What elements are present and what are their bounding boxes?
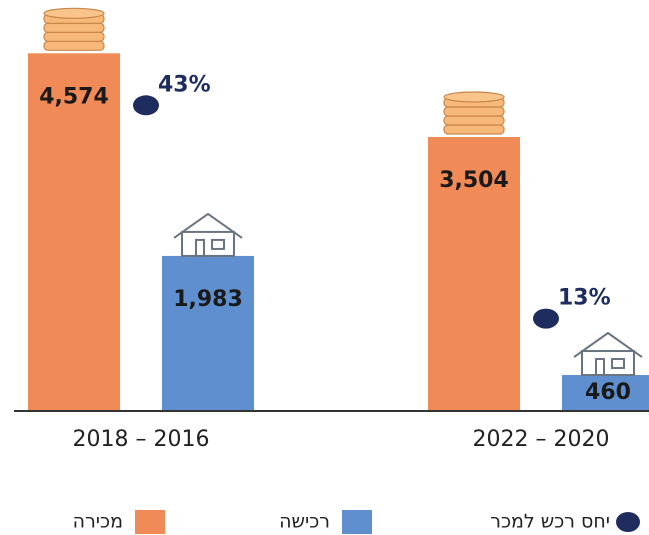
value-label: 3,504: [439, 168, 509, 193]
coin-top: [43, 7, 105, 19]
legend-marker: [616, 512, 640, 532]
house-window: [211, 238, 225, 250]
value-label: 460: [585, 380, 631, 405]
bar: [162, 255, 254, 411]
legend-marker: [342, 510, 372, 534]
coin: [443, 106, 505, 117]
bar: [28, 53, 120, 411]
legend-label: רכישה: [279, 511, 330, 533]
coin-icon: [443, 91, 505, 135]
coin-icon: [43, 7, 105, 51]
legend-label: יחס רכש למכר: [490, 511, 610, 533]
ratio-dot: [133, 95, 159, 116]
value-label: 1,983: [173, 287, 243, 312]
bar: [562, 375, 649, 411]
house-door: [195, 238, 205, 257]
ratio-label: 43%: [158, 72, 211, 97]
coin: [443, 124, 505, 135]
coin: [43, 31, 105, 42]
house-window: [611, 358, 625, 370]
x-tick-label: 2018 – 2016: [73, 427, 210, 452]
coin-top: [443, 91, 505, 103]
house-body: [181, 230, 235, 257]
coin: [443, 115, 505, 126]
legend-label: מכירה: [73, 511, 123, 533]
coin: [43, 22, 105, 33]
x-tick-label: 2022 – 2020: [473, 427, 610, 452]
coin: [43, 40, 105, 51]
ratio-dot: [533, 308, 559, 329]
house-icon: [573, 331, 643, 377]
house-door: [595, 358, 605, 377]
bar: [428, 136, 520, 412]
value-label: 4,574: [39, 84, 109, 109]
house-icon: [173, 212, 243, 257]
legend-marker: [135, 510, 165, 534]
ratio-label: 13%: [558, 286, 611, 311]
house-body: [581, 350, 635, 377]
